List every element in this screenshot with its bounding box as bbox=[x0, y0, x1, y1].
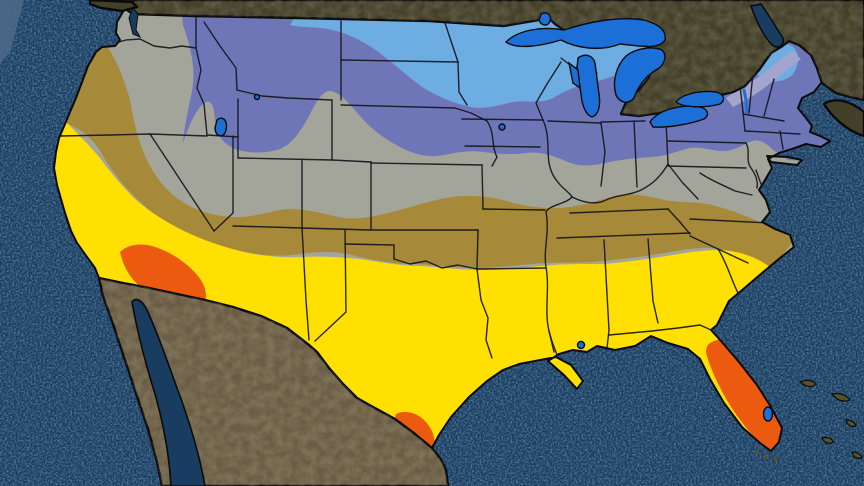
state-border-line bbox=[667, 165, 747, 169]
state-border-line bbox=[476, 268, 493, 359]
state-border-line bbox=[344, 243, 395, 260]
island bbox=[830, 393, 851, 402]
state-border-line bbox=[667, 140, 747, 144]
gulf-of-california bbox=[131, 298, 206, 486]
state-border-line bbox=[443, 19, 459, 63]
state-border-line bbox=[571, 163, 669, 204]
state-border-line bbox=[763, 78, 775, 117]
state-border-line bbox=[742, 113, 785, 122]
state-border-line bbox=[237, 157, 333, 161]
state-border-line bbox=[633, 120, 638, 188]
state-border-line bbox=[340, 104, 488, 122]
state-border-line bbox=[59, 133, 208, 137]
state-border-line bbox=[370, 162, 483, 166]
state-border-line bbox=[464, 145, 541, 148]
state-border-line bbox=[569, 208, 669, 214]
lake-huron bbox=[613, 47, 666, 103]
florida-keys bbox=[764, 455, 768, 459]
bahamas-islands bbox=[755, 379, 863, 462]
ocean-light-wedge bbox=[0, 0, 24, 64]
lake-erie bbox=[649, 105, 709, 128]
florida-keys bbox=[755, 450, 759, 454]
vancouver-island bbox=[88, 0, 139, 13]
lake-michigan bbox=[576, 54, 601, 118]
state-border-line bbox=[393, 258, 478, 270]
state-border-line bbox=[301, 227, 310, 341]
state-border-line bbox=[195, 15, 208, 136]
st-lawrence-estuary bbox=[750, 3, 785, 48]
state-borders bbox=[59, 15, 801, 359]
state-border-line bbox=[213, 135, 234, 232]
state-border-line bbox=[232, 225, 479, 231]
state-border-line bbox=[600, 122, 606, 187]
state-border-line bbox=[461, 118, 544, 121]
lake-ontario bbox=[675, 90, 725, 108]
state-border-line bbox=[667, 163, 699, 200]
state-border-line bbox=[486, 120, 498, 167]
florida-keys bbox=[774, 458, 778, 462]
state-border-line bbox=[742, 111, 746, 132]
island bbox=[821, 436, 835, 444]
state-border-line bbox=[547, 120, 602, 124]
state-border-line bbox=[482, 208, 546, 211]
state-border-line bbox=[603, 239, 610, 349]
state-border-line bbox=[314, 229, 347, 342]
lake-mille-lacs bbox=[498, 123, 506, 131]
lake-of-the-woods bbox=[538, 12, 552, 26]
puget-sound bbox=[128, 7, 142, 39]
lake-pontchartrain bbox=[576, 340, 586, 350]
state-border-line bbox=[748, 72, 754, 114]
lake-superior bbox=[504, 18, 666, 50]
state-border-line bbox=[600, 120, 646, 123]
nova-scotia bbox=[822, 99, 864, 138]
lake-champlain bbox=[742, 88, 749, 114]
state-border-line bbox=[647, 238, 659, 324]
state-border-line bbox=[755, 169, 762, 185]
lakes bbox=[214, 12, 774, 422]
yellowstone-lake bbox=[253, 93, 261, 101]
state-border-line bbox=[608, 324, 712, 336]
state-border-line bbox=[548, 330, 555, 353]
state-border-line bbox=[779, 130, 784, 150]
state-border-line bbox=[331, 159, 372, 163]
state-border-line bbox=[667, 208, 691, 235]
state-border-line bbox=[236, 89, 333, 101]
green-bay bbox=[567, 61, 581, 90]
great-salt-lake bbox=[214, 117, 228, 137]
state-border-line bbox=[457, 61, 468, 106]
state-border-line bbox=[665, 120, 669, 165]
state-border-line bbox=[340, 59, 459, 63]
band-orange-arizona bbox=[120, 244, 206, 310]
island bbox=[851, 451, 863, 459]
island bbox=[798, 379, 817, 388]
state-border-line bbox=[203, 21, 238, 91]
state-border-line bbox=[556, 232, 691, 239]
state-border-line bbox=[481, 164, 484, 210]
state-border-line bbox=[535, 61, 562, 121]
state-border-line bbox=[699, 172, 753, 196]
state-border-line bbox=[476, 267, 547, 270]
state-border-line bbox=[745, 142, 758, 189]
state-border-line bbox=[744, 130, 801, 135]
lake-okeechobee bbox=[762, 406, 774, 422]
state-border-line bbox=[476, 229, 479, 270]
island bbox=[845, 419, 857, 427]
state-border-line bbox=[149, 133, 215, 232]
